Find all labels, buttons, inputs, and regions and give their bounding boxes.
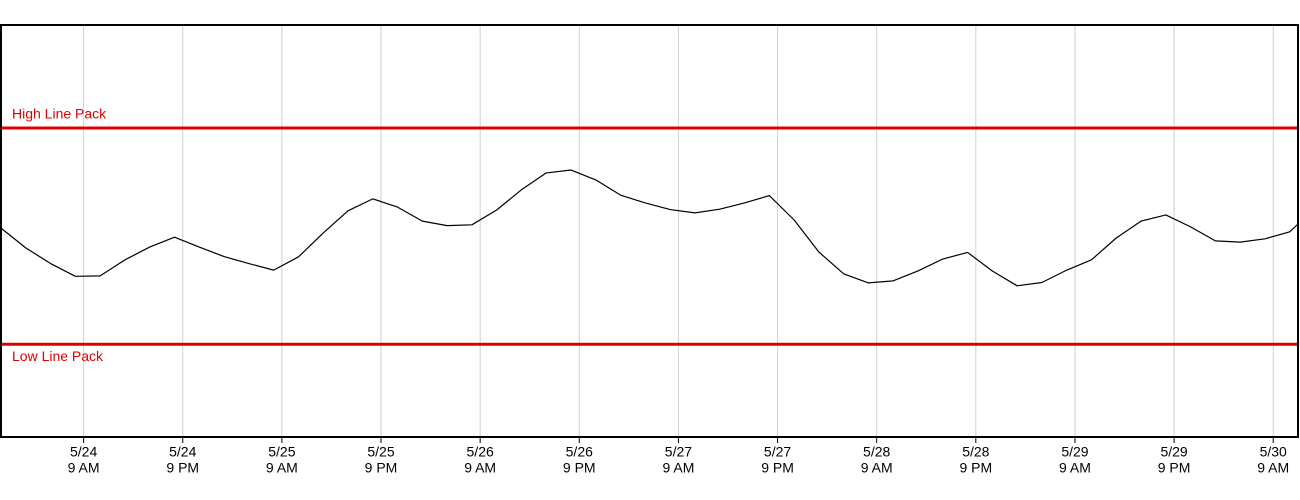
x-tick-label: 9 AM [861,460,893,476]
x-tick-label: 5/27 [665,444,692,460]
x-tick-label: 5/30 [1260,444,1287,460]
plot-area [1,25,1298,437]
x-tick-label: 5/26 [566,444,593,460]
x-tick-label: 9 AM [464,460,496,476]
plot-frame [0,24,1299,438]
reference-label: Low Line Pack [12,348,104,364]
x-tick-label: 5/25 [367,444,394,460]
x-tick-label: 5/28 [962,444,989,460]
x-tick-label: 9 PM [761,460,794,476]
x-tick-label: 5/28 [863,444,890,460]
x-tick-label: 5/24 [70,444,97,460]
x-tick-label: 9 PM [959,460,992,476]
x-tick-label: 9 PM [365,460,398,476]
x-tick-label: 9 AM [662,460,694,476]
x-tick-label: 9 PM [563,460,596,476]
x-tick-label: 5/29 [1160,444,1187,460]
x-tick-label: 5/29 [1061,444,1088,460]
series-line [0,169,1299,287]
x-tick-label: 9 PM [166,460,199,476]
x-tick-label: 9 AM [68,460,100,476]
x-tick-label: 9 AM [266,460,298,476]
x-tick-label: 5/27 [764,444,791,460]
x-tick-label: 5/25 [268,444,295,460]
x-tick-label: 9 AM [1257,460,1289,476]
x-tick-label: 9 PM [1158,460,1191,476]
reference-label: High Line Pack [12,106,107,122]
x-tick-label: 5/26 [467,444,494,460]
x-tick-label: 9 AM [1059,460,1091,476]
x-tick-label: 5/24 [169,444,196,460]
chart-layer: 5/249 AM5/249 PM5/259 AM5/259 PM5/269 AM… [0,25,1299,476]
